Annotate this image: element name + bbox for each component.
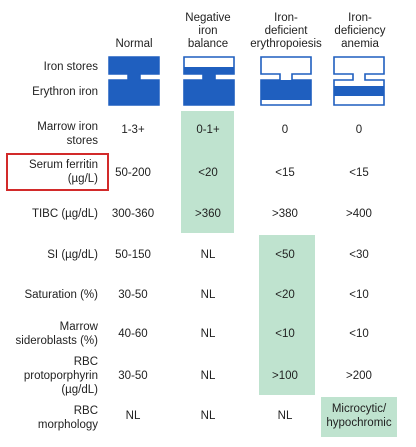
- highlight-negative-balance: [181, 111, 234, 233]
- cell-morphology-normal: NL: [125, 410, 141, 422]
- row-label-si: SI (µg/dL): [47, 249, 98, 261]
- row-label-serum-ferritin: Serum ferritin (µg/L): [28, 159, 98, 185]
- cell-sideroblasts-anemia: <10: [349, 328, 369, 340]
- cell-morphology-negative: NL: [200, 410, 216, 422]
- cell-si-deficient: <50: [275, 249, 295, 261]
- serum-ferritin-highlight-box: [6, 153, 109, 191]
- row-label-tibc: TIBC (µg/dL): [31, 208, 98, 220]
- row-label-saturation: Saturation (%): [24, 289, 98, 301]
- cell-morphology-deficient: NL: [277, 410, 293, 422]
- cell-marrow-iron-normal: 1-3+: [121, 124, 145, 136]
- cell-tibc-negative: >360: [195, 208, 221, 220]
- label-erythron-iron: Erythron iron: [32, 86, 98, 98]
- cell-tibc-deficient: >380: [272, 208, 298, 220]
- row-label-marrow-sideroblasts: Marrow sideroblasts (%): [15, 321, 98, 347]
- cell-marrow-iron-negative: 0-1+: [196, 124, 220, 136]
- label-iron-stores: Iron stores: [43, 61, 98, 73]
- cell-ferritin-normal: 50-200: [115, 167, 151, 179]
- cell-ferritin-anemia: <15: [349, 167, 369, 179]
- cell-marrow-iron-deficient: 0: [281, 124, 289, 136]
- cell-sideroblasts-deficient: <10: [275, 328, 295, 340]
- cell-saturation-deficient: <20: [275, 289, 295, 301]
- cell-saturation-anemia: <10: [349, 289, 369, 301]
- cell-sideroblasts-negative: NL: [200, 328, 216, 340]
- row-label-rbc-protoporphyrin: RBC protoporphyrin (µg/dL): [23, 356, 98, 396]
- cell-protoporphyrin-deficient: >100: [272, 370, 298, 382]
- iron-icon-deficient-erythropoiesis: [260, 56, 312, 106]
- cell-saturation-negative: NL: [200, 289, 216, 301]
- col-header-iron-deficiency-anemia: Iron-deficiency anemia: [334, 12, 386, 50]
- cell-tibc-anemia: >400: [346, 208, 372, 220]
- row-label-marrow-iron-stores: Marrow iron stores: [37, 121, 98, 147]
- cell-ferritin-deficient: <15: [275, 167, 295, 179]
- col-header-iron-deficient-erythropoiesis: Iron-deficient erythropoiesis: [250, 12, 322, 50]
- cell-sideroblasts-normal: 40-60: [118, 328, 148, 340]
- cell-si-negative: NL: [200, 249, 216, 261]
- iron-icon-negative-balance: [183, 56, 235, 106]
- iron-icon-deficiency-anemia: [333, 56, 385, 106]
- cell-saturation-normal: 30-50: [118, 289, 148, 301]
- iron-icon-normal: [108, 56, 160, 106]
- col-header-negative-iron-balance: Negative iron balance: [185, 12, 231, 50]
- col-header-normal: Normal: [115, 38, 153, 50]
- cell-protoporphyrin-negative: NL: [200, 370, 216, 382]
- cell-marrow-iron-anemia: 0: [355, 124, 363, 136]
- cell-morphology-anemia: Microcytic/hypochromic: [326, 403, 392, 429]
- highlight-deficient-erythropoiesis: [259, 235, 315, 395]
- row-label-rbc-morphology: RBC morphology: [37, 405, 98, 431]
- cell-si-normal: 50-150: [115, 249, 151, 261]
- cell-si-anemia: <30: [349, 249, 369, 261]
- cell-protoporphyrin-anemia: >200: [346, 370, 372, 382]
- cell-protoporphyrin-normal: 30-50: [118, 370, 148, 382]
- cell-ferritin-negative: <20: [198, 167, 218, 179]
- highlight-anemia-morphology: [321, 397, 397, 437]
- cell-tibc-normal: 300-360: [111, 208, 155, 220]
